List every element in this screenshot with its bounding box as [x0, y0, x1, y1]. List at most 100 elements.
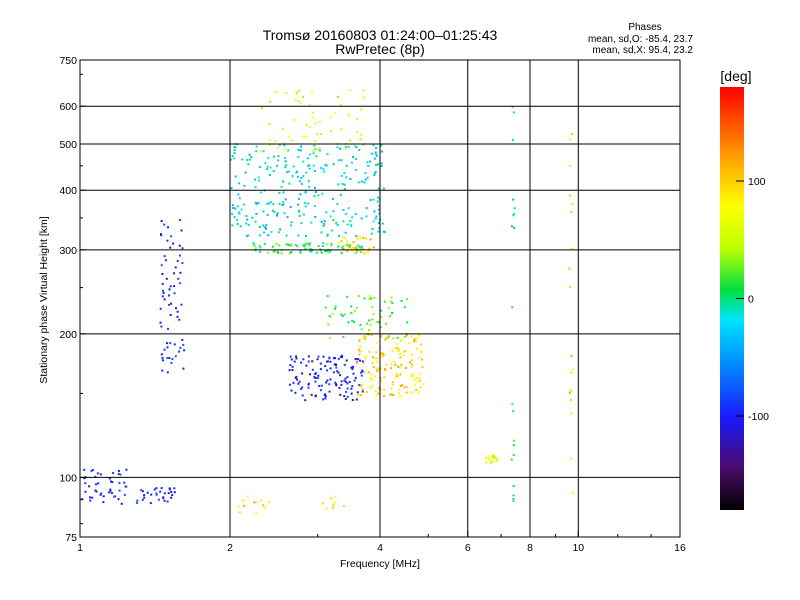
data-point	[295, 171, 298, 174]
data-point	[263, 231, 266, 234]
data-point	[392, 383, 394, 386]
data-point	[254, 220, 257, 223]
data-point	[349, 178, 352, 180]
data-point	[258, 244, 261, 247]
data-point	[334, 381, 337, 384]
data-point	[297, 234, 300, 237]
data-point	[361, 383, 364, 386]
data-point	[404, 367, 407, 369]
data-point	[379, 367, 382, 370]
data-point	[382, 187, 385, 190]
data-point	[318, 384, 321, 387]
data-point	[295, 375, 298, 378]
data-point	[489, 460, 492, 462]
data-point	[396, 375, 398, 378]
data-point	[356, 393, 359, 396]
data-point	[411, 363, 414, 366]
data-point	[305, 136, 308, 139]
data-point	[343, 172, 346, 175]
data-point	[163, 298, 166, 301]
data-point	[295, 92, 298, 95]
data-point	[255, 150, 258, 153]
data-point	[84, 482, 87, 485]
data-point	[314, 380, 317, 383]
data-point	[330, 497, 333, 500]
data-point	[278, 202, 281, 205]
data-point	[309, 242, 311, 245]
data-point	[314, 191, 317, 193]
data-point	[267, 234, 270, 237]
data-point	[233, 216, 236, 219]
data-point	[341, 246, 343, 249]
data-point	[355, 398, 358, 401]
data-point	[277, 146, 280, 149]
data-point	[346, 223, 349, 226]
data-point	[313, 195, 316, 198]
data-point	[315, 251, 318, 254]
data-point	[365, 215, 368, 218]
data-point	[292, 165, 295, 168]
data-point	[304, 247, 307, 250]
data-point	[379, 388, 382, 391]
data-point	[304, 243, 307, 246]
data-point	[239, 225, 242, 228]
grid-lines	[80, 60, 680, 537]
data-point	[326, 250, 329, 253]
data-point	[162, 289, 164, 292]
data-point	[277, 159, 280, 162]
data-point	[294, 391, 297, 394]
data-point	[359, 394, 362, 397]
data-point	[272, 155, 275, 158]
data-point	[378, 221, 380, 224]
data-point	[399, 366, 402, 369]
data-point	[303, 244, 306, 247]
data-point	[324, 250, 327, 252]
data-point	[362, 89, 365, 92]
stats-heading: Phases	[628, 22, 661, 33]
data-point	[299, 249, 302, 252]
data-point	[320, 231, 323, 234]
data-point	[341, 354, 343, 357]
data-point	[343, 363, 346, 366]
data-point	[165, 277, 168, 280]
data-point	[244, 171, 247, 174]
data-point	[323, 220, 326, 223]
data-point	[354, 213, 357, 215]
data-point	[376, 357, 379, 360]
data-point	[365, 237, 367, 240]
data-point	[314, 122, 317, 125]
y-tick-label: 600	[59, 101, 77, 113]
data-point	[569, 398, 572, 401]
data-point	[174, 266, 177, 269]
data-point	[161, 295, 164, 298]
data-point	[367, 165, 370, 167]
data-point	[341, 183, 344, 185]
data-point	[302, 95, 305, 98]
x-tick-label: 4	[377, 542, 383, 554]
data-point	[365, 355, 368, 358]
data-point	[309, 248, 312, 251]
data-point	[289, 224, 292, 227]
data-point	[355, 306, 358, 309]
data-point	[342, 336, 345, 338]
data-point	[316, 358, 319, 361]
data-point	[170, 302, 172, 305]
data-point	[265, 227, 267, 230]
y-tick-label: 75	[65, 532, 77, 544]
data-point	[380, 316, 383, 318]
data-point	[512, 111, 515, 114]
colorbar-tick-label: -100	[748, 411, 769, 423]
data-point	[97, 482, 100, 485]
data-point	[350, 225, 353, 227]
data-point	[161, 282, 164, 285]
data-point	[246, 159, 249, 161]
data-point	[125, 485, 128, 488]
data-point	[314, 372, 317, 375]
data-point	[281, 204, 284, 207]
data-point	[354, 376, 357, 379]
data-point	[491, 457, 494, 460]
data-point	[236, 223, 239, 225]
data-point	[290, 244, 292, 247]
data-point	[245, 215, 248, 217]
data-point	[334, 307, 337, 310]
